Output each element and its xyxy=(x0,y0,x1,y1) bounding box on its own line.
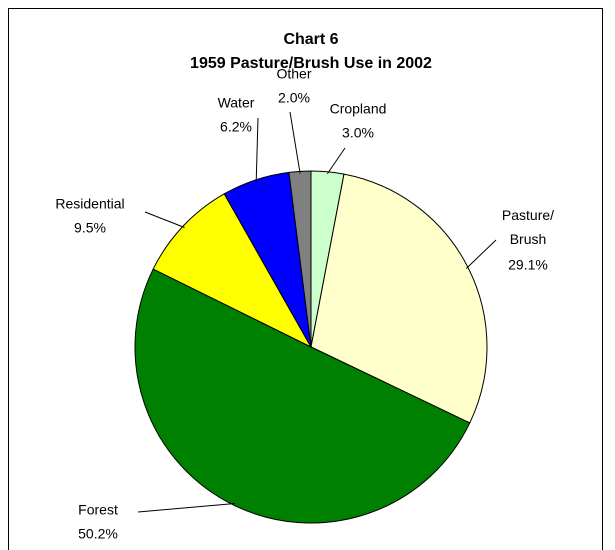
value-label: 2.0% xyxy=(278,90,310,106)
chart-subtitle: 1959 Pasture/Brush Use in 2002 xyxy=(190,55,432,72)
value-label: 9.5% xyxy=(74,220,106,236)
label-line: Pasture/ xyxy=(502,207,554,223)
slice-label: Other xyxy=(276,66,311,82)
leader-line xyxy=(137,502,235,513)
slice-label: Residential xyxy=(55,196,124,212)
slice-label: Cropland xyxy=(330,101,387,117)
value-label: 29.1% xyxy=(508,257,548,273)
pie-slice xyxy=(152,193,313,349)
value-label: 50.2% xyxy=(78,526,118,542)
value-label: 6.2% xyxy=(220,119,252,135)
label-line: Brush xyxy=(510,231,547,247)
leader-line xyxy=(289,111,301,174)
slice-label: Water xyxy=(218,95,255,111)
leader-line xyxy=(144,211,185,228)
slice-label: Forest xyxy=(78,502,118,518)
leader-line xyxy=(255,117,259,182)
chart-title: Chart 6 xyxy=(283,31,338,48)
value-label: 3.0% xyxy=(342,125,374,141)
leader-line xyxy=(326,147,346,175)
pie-slice xyxy=(310,173,488,424)
slice-label: Pasture/Brush xyxy=(502,207,554,247)
pie-slice xyxy=(134,268,471,524)
leader-line xyxy=(465,239,497,269)
